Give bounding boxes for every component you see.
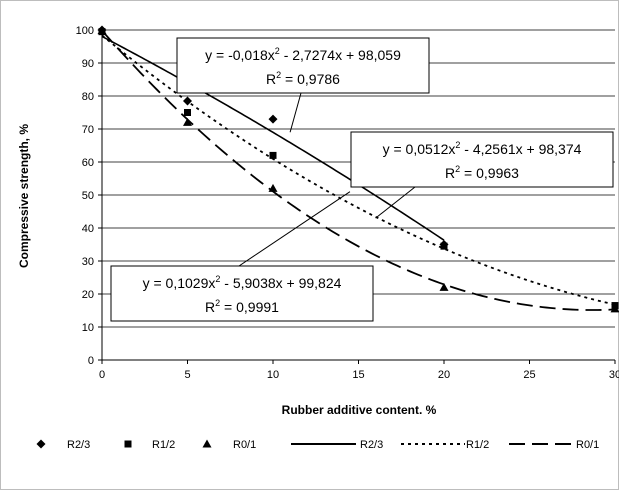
- point-R2-3: [269, 115, 278, 124]
- legend-label: R2/3: [360, 439, 383, 451]
- y-tick-label: 30: [82, 256, 94, 268]
- point-R1-2: [184, 109, 191, 116]
- pointer-line: [239, 192, 350, 266]
- y-tick-label: 0: [88, 355, 94, 367]
- point-R1-2: [441, 243, 448, 250]
- legend-item-R2-3: R2/3: [291, 439, 383, 451]
- legend-item-R1-2: R1/2: [125, 439, 176, 451]
- x-tick-label: 25: [523, 369, 535, 381]
- point-R1-2: [270, 152, 277, 159]
- x-tick-label: 5: [184, 369, 190, 381]
- legend-label: R2/3: [67, 439, 90, 451]
- x-tick-label: 20: [438, 369, 450, 381]
- y-axis-title: Compressive strength, %: [17, 124, 31, 268]
- y-tick-label: 90: [82, 58, 94, 70]
- y-tick-label: 60: [82, 157, 94, 169]
- y-tick-label: 50: [82, 190, 94, 202]
- x-tick-label: 30: [609, 369, 619, 381]
- legend-label: R0/1: [576, 439, 599, 451]
- legend: R2/3 R1/2 R0/1 R2/3 R1/2 R0/1: [37, 439, 600, 451]
- x-tick-label: 15: [352, 369, 364, 381]
- x-axis-title: Rubber additive content. %: [282, 403, 437, 417]
- legend-marker: [37, 440, 46, 449]
- y-tick-label: 70: [82, 124, 94, 136]
- y-tick-label: 40: [82, 223, 94, 235]
- point-R0-1: [269, 184, 278, 192]
- legend-marker: [203, 440, 212, 448]
- pointer-line: [376, 187, 415, 218]
- pointer-line: [290, 93, 301, 132]
- legend-item-R1-2: R1/2: [401, 439, 489, 451]
- legend-label: R0/1: [233, 439, 256, 451]
- legend-item-R0-1: R0/1: [203, 439, 257, 451]
- x-tick-label: 10: [267, 369, 279, 381]
- equation-text: y = -0,018x2 - 2,7274x + 98,059: [205, 46, 401, 63]
- legend-marker: [125, 441, 132, 448]
- x-tick-label: 0: [99, 369, 105, 381]
- legend-label: R1/2: [466, 439, 489, 451]
- legend-item-R2-3: R2/3: [37, 439, 91, 451]
- y-tick-label: 100: [76, 25, 94, 37]
- y-tick-label: 20: [82, 289, 94, 301]
- equation-text: y = 0,1029x2 - 5,9038x + 99,824: [143, 274, 342, 291]
- y-tick-label: 10: [82, 322, 94, 334]
- legend-label: R1/2: [152, 439, 175, 451]
- y-tick-label: 80: [82, 91, 94, 103]
- equation-text: y = 0,0512x2 - 4,2561x + 98,374: [383, 140, 582, 157]
- legend-item-R0-1: R0/1: [509, 439, 599, 451]
